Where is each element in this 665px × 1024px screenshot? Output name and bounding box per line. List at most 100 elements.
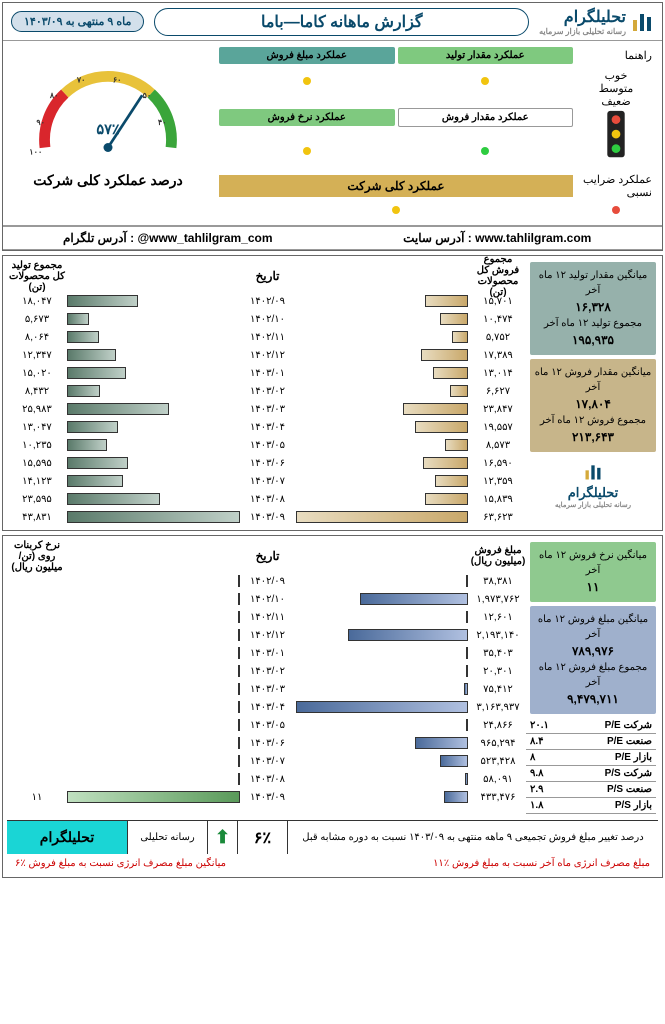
logo-icon: [630, 10, 654, 34]
legend-guide: راهنما: [576, 47, 656, 64]
data-row: ۱۴۰۳/۰۶: [240, 734, 296, 752]
data-row: ۱۴۰۳/۰۵: [240, 716, 296, 734]
data-row: [7, 626, 67, 644]
dot-rel: [612, 206, 620, 214]
report-title: گزارش ماهانه کاما—باما: [154, 8, 529, 36]
data-row: ۱۴۰۲/۱۰: [240, 310, 296, 328]
chart1-panel: میانگین مقدار تولید ۱۲ ماه آخر۱۶,۳۲۸مجمو…: [2, 255, 663, 531]
data-row: [67, 436, 240, 454]
svg-text:۹۰: ۹۰: [36, 118, 45, 127]
dot-sale-amt: [303, 77, 311, 85]
stat-box: میانگین نرخ فروش ۱۲ ماه آخر۱۱: [530, 542, 656, 602]
data-row: [296, 328, 469, 346]
telegram-link[interactable]: @www_tahlilgram_com: [137, 231, 272, 245]
data-row: ۴۳,۸۳۱: [7, 508, 67, 526]
data-row: [67, 698, 240, 716]
data-row: ۱۴۰۳/۰۷: [240, 752, 296, 770]
data-row: [296, 644, 469, 662]
brand-name: تحلیلگرام: [564, 9, 626, 26]
data-row: ۳۸,۳۸۱: [468, 572, 528, 590]
data-row: [7, 608, 67, 626]
data-row: ۱۳,۰۴۷: [7, 418, 67, 436]
data-row: [296, 734, 469, 752]
traffic-light-icon: [599, 108, 633, 166]
stat-box: میانگین مبلغ فروش ۱۲ ماه آخر۷۸۹,۹۷۶مجموع…: [530, 606, 656, 714]
data-row: [296, 508, 469, 526]
data-row: ۱۲,۳۴۷: [7, 346, 67, 364]
data-row: ۵,۶۷۳: [7, 310, 67, 328]
svg-text:۱۰۰: ۱۰۰: [29, 148, 42, 157]
data-row: ۱۴۰۳/۰۴: [240, 698, 296, 716]
chart2-body: مبلغ فروش (میلیون ریال)۳۸,۳۸۱۱,۹۷۳,۷۶۲۱۲…: [7, 540, 528, 816]
chart2-side: میانگین نرخ فروش ۱۲ ماه آخر۱۱میانگین مبل…: [528, 540, 658, 816]
footer-pct: ۶٪: [254, 828, 271, 848]
data-row: ۱۴,۱۲۳: [7, 472, 67, 490]
data-row: [67, 400, 240, 418]
data-row: [296, 472, 469, 490]
data-row: ۱۴۰۳/۰۶: [240, 454, 296, 472]
logo-mini: تحلیلگرامرسانه تحلیلی بازار سرمایه: [530, 462, 656, 509]
data-row: ۵,۷۵۲: [468, 328, 528, 346]
data-row: [7, 752, 67, 770]
data-row: ۱۴۰۳/۰۲: [240, 382, 296, 400]
data-row: ۹۶۵,۲۹۴: [468, 734, 528, 752]
pe-row: P/S بازار۱.۸: [526, 798, 656, 814]
pe-row: P/S شرکت۹.۸: [526, 766, 656, 782]
data-row: [67, 310, 240, 328]
data-row: ۱۵,۵۹۵: [7, 454, 67, 472]
chart1-h-prod: مجموع تولید کل محصولات (تن): [7, 260, 67, 292]
data-row: [296, 292, 469, 310]
dot-prod-qty: [481, 77, 489, 85]
svg-text:۴۰: ۴۰: [158, 118, 167, 127]
legend-sale-qty: عملکرد مقدار فروش: [398, 108, 574, 127]
data-row: ۱۶,۵۹۰: [468, 454, 528, 472]
legend-sale-rate: عملکرد نرخ فروش: [219, 109, 395, 126]
site-link[interactable]: www.tahlilgram.com: [475, 231, 591, 245]
data-row: [296, 418, 469, 436]
data-row: [7, 698, 67, 716]
chart2-h-rate: نرخ کربنات روی (تن/میلیون ریال): [7, 540, 67, 572]
data-row: [296, 608, 469, 626]
data-row: [296, 346, 469, 364]
data-row: [67, 680, 240, 698]
data-row: [67, 382, 240, 400]
report-container: تحلیلگرام رسانه تحلیلی بازار سرمایه گزار…: [2, 2, 663, 251]
data-row: [67, 788, 240, 806]
dot-sale-rate: [303, 147, 311, 155]
data-row: ۲۳,۵۹۵: [7, 490, 67, 508]
legend-overall: عملکرد کلی شرکت: [219, 175, 573, 197]
data-row: ۱۴۰۲/۱۰: [240, 590, 296, 608]
data-row: [296, 680, 469, 698]
brand-logo: تحلیلگرام رسانه تحلیلی بازار سرمایه: [539, 7, 654, 36]
data-row: ۶۳,۶۲۳: [468, 508, 528, 526]
data-row: [296, 752, 469, 770]
links-row: آدرس تلگرام : @www_tahlilgram_com آدرس س…: [3, 226, 662, 250]
data-row: [296, 436, 469, 454]
legend-area: راهنما عملکرد مقدار تولید عملکرد مبلغ فر…: [213, 41, 662, 225]
data-row: ۱۵,۷۰۱: [468, 292, 528, 310]
footer-text: درصد تغییر مبلغ فروش تجمیعی ۹ ماهه منتهی…: [287, 821, 658, 854]
svg-text:۶۰: ۶۰: [113, 76, 122, 85]
data-row: ۱۷,۳۸۹: [468, 346, 528, 364]
data-row: ۶,۶۲۷: [468, 382, 528, 400]
footer-brand2: تحلیلگرام: [7, 821, 127, 854]
data-row: [296, 770, 469, 788]
legend-rel-ratio: عملکرد ضرایب نسبی: [576, 171, 656, 201]
data-row: ۱۴۰۲/۱۲: [240, 626, 296, 644]
gauge-value: ۵۷٪: [96, 122, 119, 138]
data-row: [67, 490, 240, 508]
chart1-body: مجموع فروش کل محصولات (تن)۱۵,۷۰۱۱۰,۴۷۴۵,…: [7, 260, 528, 526]
top-section: راهنما عملکرد مقدار تولید عملکرد مبلغ فر…: [3, 41, 662, 226]
svg-text:۷۰: ۷۰: [76, 76, 86, 85]
data-row: [296, 788, 469, 806]
data-row: ۱۴۰۳/۰۱: [240, 364, 296, 382]
data-row: [296, 626, 469, 644]
legend-mid: متوسط: [599, 82, 634, 95]
data-row: [296, 662, 469, 680]
header: تحلیلگرام رسانه تحلیلی بازار سرمایه گزار…: [3, 3, 662, 41]
data-row: [7, 662, 67, 680]
pe-row: P/E شرکت۲۰.۱: [526, 718, 656, 734]
data-row: ۳,۱۶۳,۹۳۷: [468, 698, 528, 716]
pe-table: P/E شرکت۲۰.۱P/E صنعت۸.۴P/E بازار۸P/S شرک…: [526, 718, 656, 814]
data-row: [67, 454, 240, 472]
